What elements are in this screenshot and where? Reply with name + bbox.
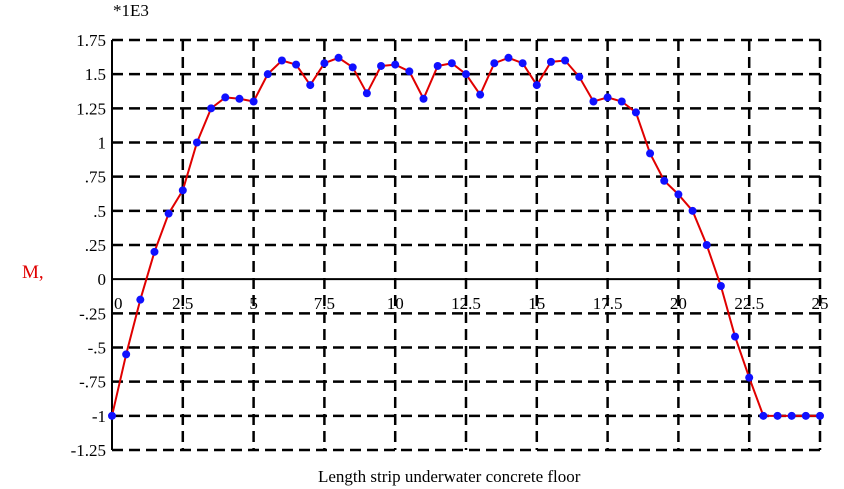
y-tick-label: .25: [85, 236, 106, 255]
data-point: [546, 57, 555, 66]
y-axis-label: M,: [22, 262, 44, 283]
x-tick-label: 25: [812, 294, 829, 313]
x-tick-label: 12.5: [451, 294, 481, 313]
y-tick-label: -1.25: [71, 441, 106, 460]
data-point: [816, 411, 824, 420]
data-point: [292, 60, 301, 69]
data-point: [617, 97, 626, 106]
data-point: [447, 59, 456, 68]
data-point: [518, 59, 527, 68]
data-point: [631, 108, 640, 117]
y-tick-label: -1: [92, 407, 106, 426]
data-point: [532, 81, 541, 90]
data-point: [716, 282, 725, 290]
data-point: [348, 63, 357, 72]
y-tick-label: -.75: [79, 373, 106, 392]
data-point: [150, 247, 159, 256]
x-tick-label: 2.5: [172, 294, 193, 313]
data-point: [221, 93, 230, 102]
y-tick-label: 1: [98, 134, 107, 153]
data-point: [731, 332, 740, 341]
data-point: [108, 411, 116, 420]
y-tick-label: 1.75: [76, 31, 106, 50]
data-point: [320, 59, 329, 68]
data-point: [490, 59, 499, 68]
y-tick-label: -.25: [79, 304, 106, 323]
data-point: [277, 56, 286, 65]
y-tick-label: 0: [98, 270, 107, 289]
data-point: [589, 97, 598, 106]
x-tick-label: 20: [670, 294, 687, 313]
data-point: [646, 149, 655, 158]
data-point: [306, 81, 315, 90]
x-tick-label: 5: [249, 294, 258, 313]
grid: [111, 38, 822, 452]
x-axis-label: Length strip underwater concrete floor: [318, 467, 581, 486]
y-tick-label: -.5: [88, 339, 106, 358]
data-point: [362, 89, 371, 98]
data-point: [462, 70, 470, 79]
y-axis-multiplier: *1E3: [113, 1, 149, 20]
y-tick-label: 1.5: [85, 65, 106, 84]
data-point: [674, 190, 683, 199]
data-point: [192, 138, 201, 147]
x-tick-label: 22.5: [734, 294, 764, 313]
x-tick-label: 7.5: [314, 294, 335, 313]
data-point: [334, 53, 343, 62]
x-tick-label: 10: [387, 294, 404, 313]
x-tick-label: 15: [528, 294, 545, 313]
y-tick-label: .75: [85, 168, 106, 187]
data-point: [122, 350, 131, 359]
data-point: [801, 411, 810, 420]
data-point: [660, 176, 669, 185]
data-point: [249, 97, 258, 106]
data-point: [235, 94, 244, 103]
data-point: [575, 72, 584, 81]
y-tick-label: .5: [93, 202, 106, 221]
data-point: [561, 56, 570, 65]
data-point: [164, 209, 173, 218]
tick-labels: 1.751.51.251.75.5.250-.25-.5-.75-1-1.250…: [71, 31, 829, 460]
data-point: [207, 104, 216, 113]
y-tick-label: 1.25: [76, 99, 106, 118]
data-point: [702, 241, 711, 249]
data-point: [391, 60, 400, 69]
data-point: [178, 186, 187, 195]
data-point: [603, 93, 612, 102]
data-point: [476, 90, 485, 99]
data-point: [745, 373, 754, 382]
data-point: [773, 411, 782, 420]
data-point: [787, 411, 796, 420]
data-point: [504, 53, 513, 62]
data-point: [136, 295, 145, 304]
data-point: [263, 70, 272, 79]
data-point: [433, 61, 442, 70]
data-point: [377, 61, 386, 70]
x-tick-label: 17.5: [593, 294, 623, 313]
data-point: [759, 411, 768, 420]
data-point: [405, 67, 414, 76]
series-moment: [108, 53, 824, 420]
x-tick-label: 0: [114, 294, 123, 313]
data-point: [419, 94, 428, 103]
data-point: [688, 206, 697, 215]
